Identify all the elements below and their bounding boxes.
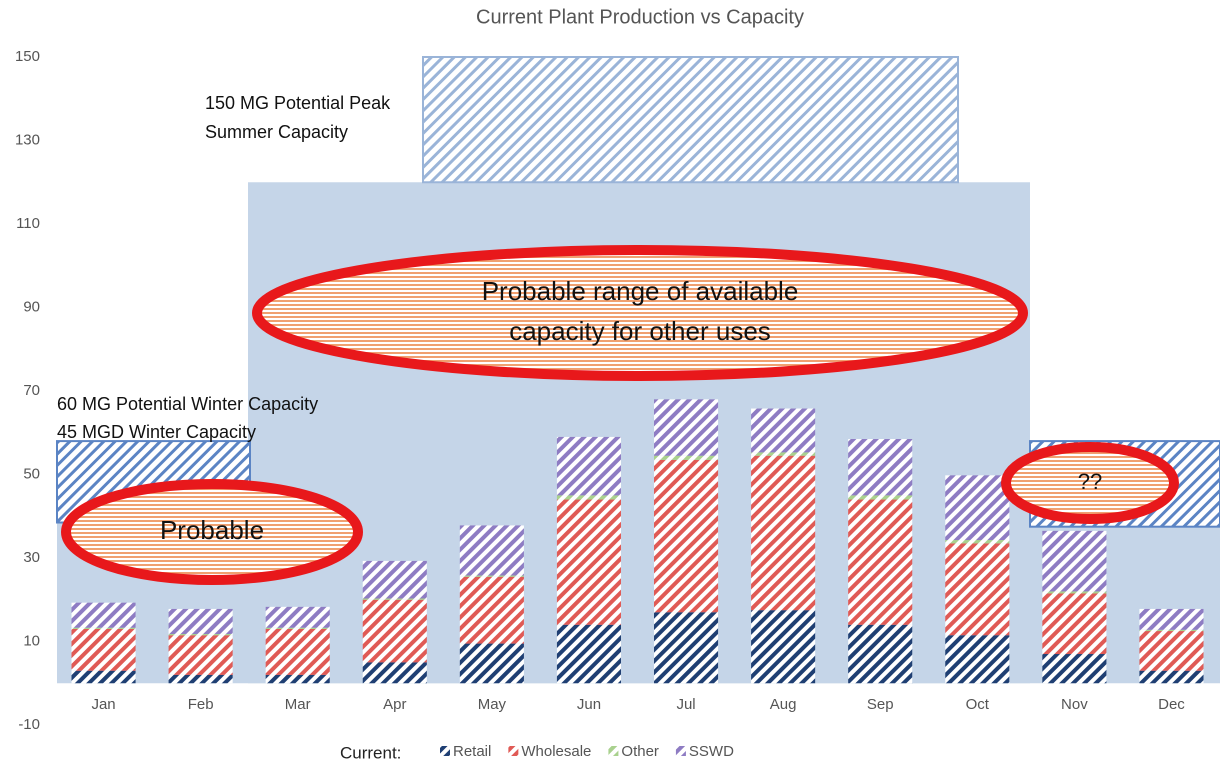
bar-segment: [654, 612, 719, 684]
y-tick-label: 90: [23, 298, 40, 315]
x-tick-label: Oct: [966, 696, 990, 713]
annotation: 150 MG Potential Peak: [205, 93, 391, 113]
x-tick-label: Jul: [676, 696, 695, 713]
callout-ellipse: [252, 245, 1028, 381]
bar-segment: [168, 674, 233, 684]
bar-segment: [1139, 670, 1204, 684]
bar-segment: [362, 662, 427, 684]
y-tick-label: 150: [15, 48, 40, 65]
bar-segment: [459, 643, 524, 684]
x-tick-label: Sep: [867, 696, 894, 713]
callout-text: ??: [1078, 469, 1102, 494]
callout-ellipse: [1001, 442, 1179, 524]
bar-segment: [459, 575, 524, 577]
x-tick-label: Dec: [1158, 696, 1185, 713]
bar-segment: [848, 624, 913, 684]
bar-segment: [459, 576, 524, 644]
bar-segment: [362, 599, 427, 663]
legend-swatch: [675, 746, 686, 756]
y-tick-label: 10: [23, 632, 40, 649]
bar-segment: [265, 606, 330, 628]
bar-segment: [362, 598, 427, 600]
legend-swatch: [508, 746, 519, 756]
bar-segment: [556, 499, 621, 625]
chart-title: Current Plant Production vs Capacity: [476, 6, 804, 28]
bar-segment: [654, 399, 719, 456]
y-tick-label: 30: [23, 549, 40, 566]
x-tick-label: Nov: [1061, 696, 1088, 713]
bar-segment: [265, 674, 330, 684]
bar-segment: [265, 628, 330, 675]
bar-segment: [945, 475, 1010, 541]
bar-segment: [1139, 608, 1204, 630]
legend-label: SSWD: [689, 743, 734, 760]
y-tick-label: 70: [23, 382, 40, 399]
bar-segment: [71, 628, 136, 671]
y-tick-label: -10: [18, 716, 40, 733]
bar-segment: [71, 602, 136, 628]
bar-segment: [71, 627, 136, 629]
bar-segment: [1139, 629, 1204, 632]
bar-segment: [1042, 593, 1107, 655]
bar-segment: [945, 635, 1010, 684]
capacity-region: [422, 56, 959, 184]
x-tick-label: May: [478, 696, 507, 713]
callout-text: capacity for other uses: [509, 316, 771, 346]
bar-segment: [168, 633, 233, 636]
legend-swatch: [608, 746, 619, 756]
bar-segment: [71, 670, 136, 684]
bar-segment: [168, 635, 233, 675]
annotation: 45 MGD Winter Capacity: [57, 422, 256, 442]
y-tick-label: 110: [16, 215, 40, 232]
legend-swatch: [440, 746, 450, 756]
legend-label: Retail: [453, 743, 491, 760]
bar-segment: [362, 560, 427, 599]
legend-title: Current:: [340, 743, 401, 762]
annotation: 60 MG Potential Winter Capacity: [57, 394, 318, 414]
x-tick-label: Jan: [91, 696, 115, 713]
callout-ellipse: [61, 479, 363, 585]
y-tick-label: 50: [23, 465, 40, 482]
bar-segment: [751, 610, 816, 684]
bar-segment: [751, 455, 816, 611]
bar-segment: [848, 439, 913, 496]
y-tick-label: 130: [15, 131, 40, 148]
bar-segment: [654, 459, 719, 613]
bar-segment: [848, 499, 913, 625]
bar-segment: [168, 608, 233, 634]
bar-segment: [265, 627, 330, 629]
x-tick-label: Jun: [577, 696, 601, 713]
x-tick-label: Apr: [383, 696, 406, 713]
x-tick-label: Aug: [770, 696, 797, 713]
bar-segment: [459, 525, 524, 576]
bar-segment: [751, 452, 816, 456]
x-tick-label: Mar: [285, 696, 311, 713]
bar-segment: [1042, 530, 1107, 592]
bar-segment: [1139, 631, 1204, 671]
bar-segment: [556, 495, 621, 500]
callout-text: Probable: [160, 515, 264, 545]
bar-segment: [1042, 654, 1107, 684]
bar-segment: [556, 436, 621, 496]
legend-label: Wholesale: [521, 743, 591, 760]
callout-text: Probable range of available: [482, 276, 799, 306]
x-tick-label: Feb: [188, 696, 214, 713]
bar-segment: [945, 540, 1010, 544]
bar-segment: [1042, 591, 1107, 594]
bar-segment: [556, 624, 621, 684]
legend-label: Other: [621, 743, 659, 760]
bar-segment: [654, 455, 719, 460]
annotation: Summer Capacity: [205, 122, 348, 142]
bar-segment: [945, 543, 1010, 636]
bar-segment: [848, 495, 913, 500]
bar-segment: [751, 408, 816, 453]
